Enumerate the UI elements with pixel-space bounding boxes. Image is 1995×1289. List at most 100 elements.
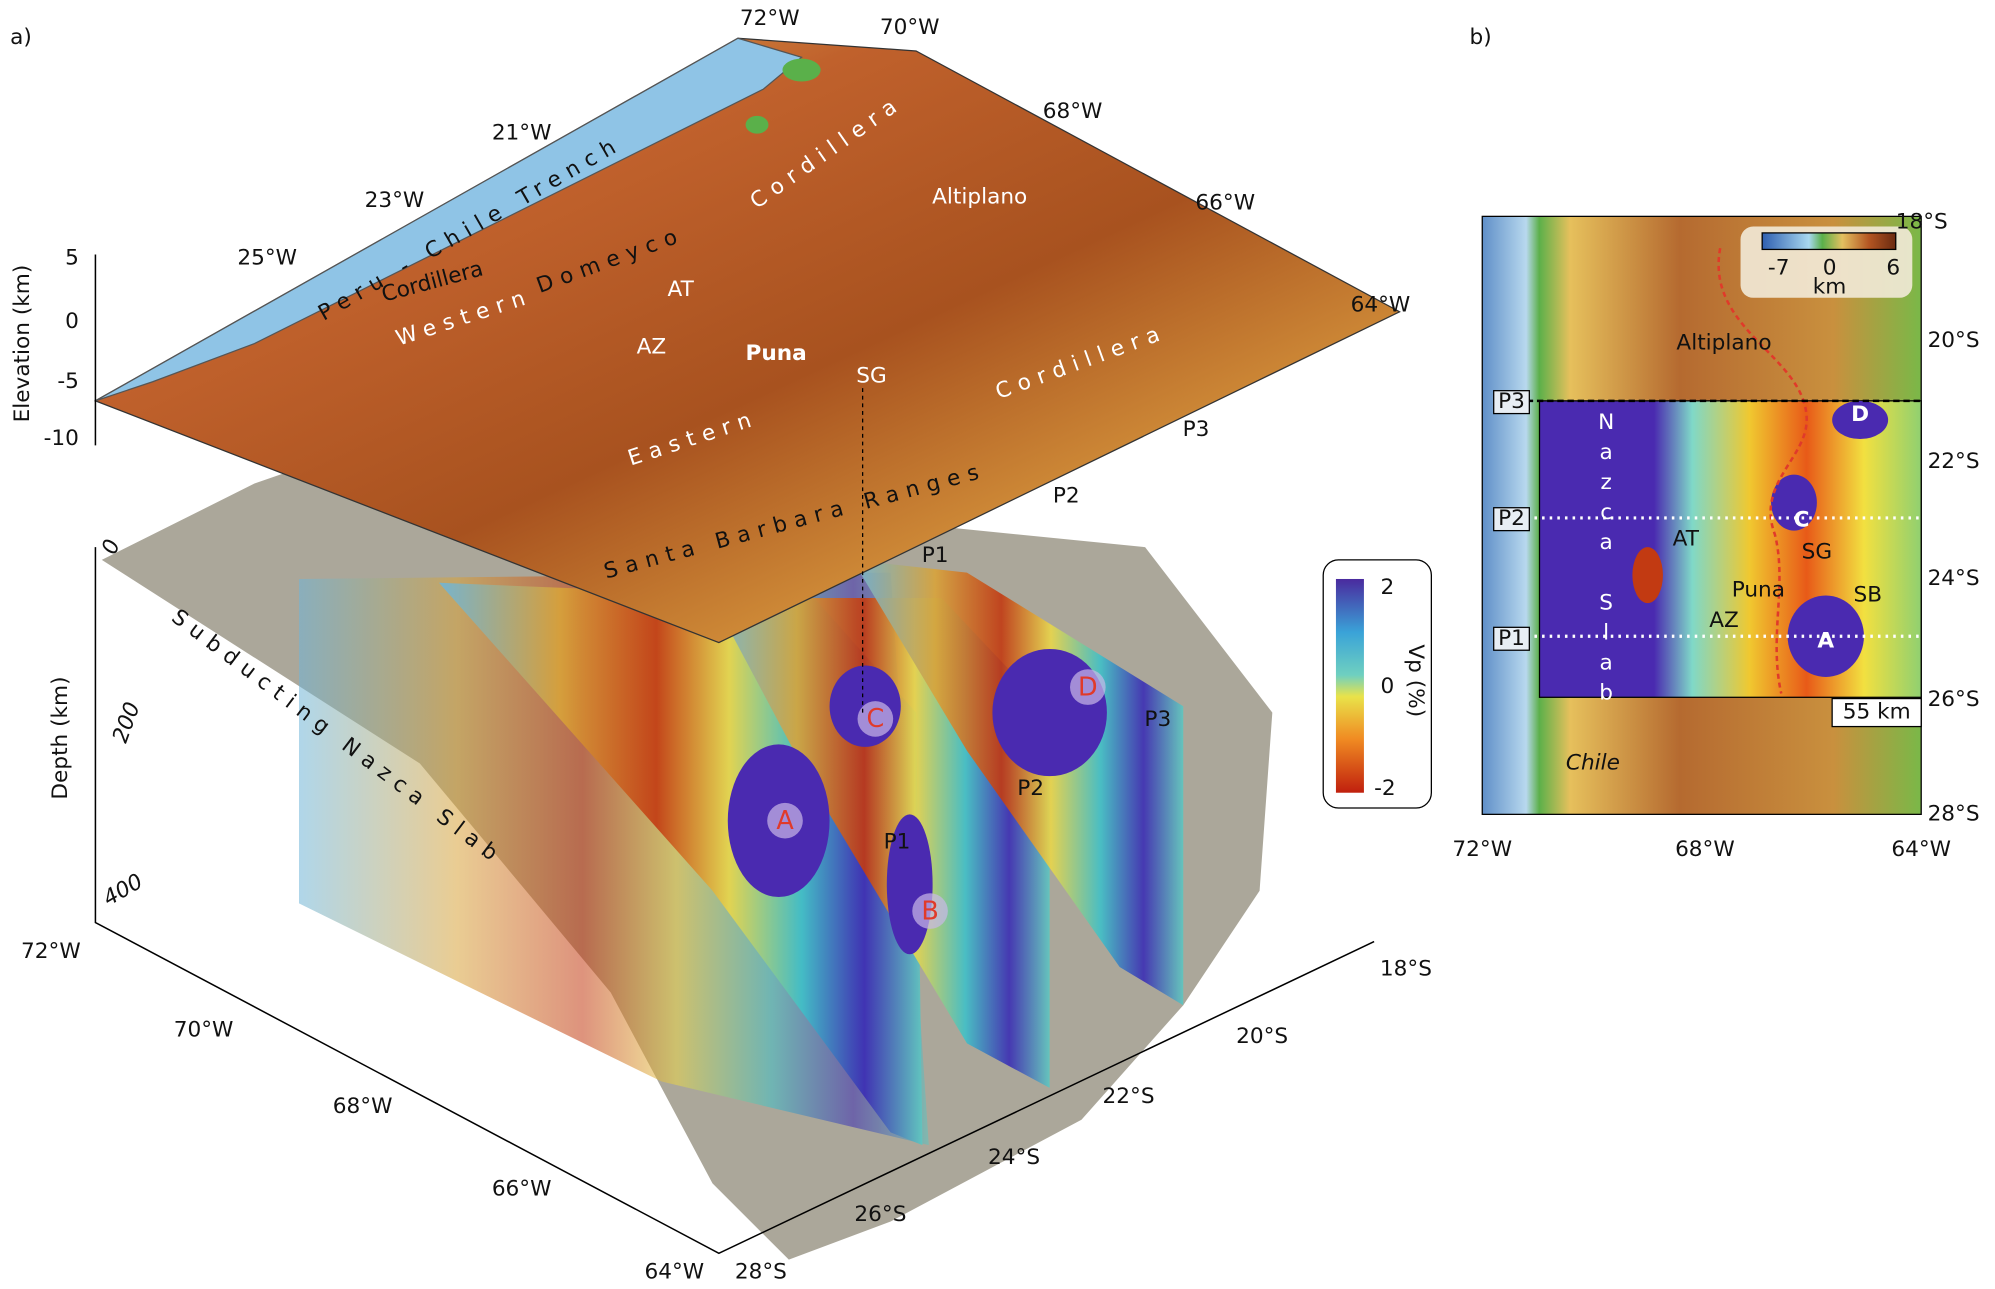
profile-tags (1493, 390, 1530, 651)
label: b) (1470, 25, 1492, 50)
label: Altiplano (1676, 331, 1771, 356)
scale-box (1831, 697, 1922, 728)
label: 70°W (880, 15, 940, 40)
colorbar (1335, 578, 1364, 793)
profile-lines (1526, 516, 1922, 638)
label: 6 (1886, 256, 1900, 281)
legend-bar (1761, 232, 1897, 251)
tag (1493, 390, 1530, 415)
label: SG (856, 364, 886, 389)
label: 0 (1380, 674, 1394, 699)
label: 22°S (1928, 449, 1980, 474)
label: P3 (1144, 707, 1171, 732)
label: A (776, 805, 794, 835)
label: D (1078, 671, 1098, 701)
label: 72°W (1452, 837, 1512, 862)
anomaly-d (992, 648, 1107, 777)
section-p3 (852, 559, 1184, 1006)
label: P2 (1053, 483, 1080, 508)
label: 21°W (492, 121, 552, 146)
depth-axis (94, 547, 1375, 1255)
label: 28°S (735, 1259, 787, 1284)
label: Puna (746, 341, 807, 366)
label: km (1813, 275, 1847, 300)
puna-boundary (1717, 247, 1808, 694)
label: 68°W (1675, 837, 1735, 862)
label: 28°S (1928, 801, 1980, 826)
label: 68°W (1043, 99, 1103, 124)
label: 68°W (333, 1094, 393, 1119)
label: 20°S (1928, 328, 1980, 353)
label: 200 (108, 699, 146, 746)
label: 70°W (174, 1018, 234, 1043)
tag (1493, 626, 1530, 651)
marker (912, 893, 948, 929)
label: SB (1853, 583, 1882, 608)
anomaly (1632, 547, 1663, 604)
green-patch (782, 58, 821, 82)
label: AT (668, 277, 695, 302)
label: B (921, 895, 938, 925)
label: AZ (1709, 608, 1739, 633)
label: 25°W (237, 245, 297, 270)
label: P1 (884, 829, 911, 854)
label: 64°W (1891, 837, 1951, 862)
label: Vp (%) (1403, 644, 1428, 717)
label: Nazca Slab (1594, 410, 1619, 711)
label: 72°W (21, 939, 81, 964)
label: Chile (1566, 750, 1620, 775)
trench (95, 37, 803, 402)
label: 400 (99, 869, 147, 911)
label: 55 km (1843, 700, 1911, 725)
label: 26°S (1928, 687, 1980, 712)
label: 72°W (740, 6, 800, 31)
label: C (1794, 507, 1810, 532)
label: 26°S (854, 1202, 906, 1227)
label: 0 (1823, 256, 1837, 281)
anomaly (1832, 400, 1889, 440)
label: -10 (44, 426, 79, 451)
label: 24°S (988, 1145, 1040, 1170)
label: 24°S (1928, 566, 1980, 591)
label: P1 (922, 543, 949, 568)
label: a) (10, 25, 32, 50)
label: C (866, 703, 884, 733)
label: P3 (1498, 389, 1525, 414)
label: D (1851, 402, 1869, 427)
label: AT (1673, 527, 1700, 552)
label: 20°S (1236, 1024, 1288, 1049)
tag (1493, 507, 1530, 532)
label: AZ (637, 334, 667, 359)
label: 66°W (1195, 191, 1255, 216)
label: Altiplano (932, 184, 1027, 209)
label: 23°W (365, 188, 425, 213)
label: 18°S (1896, 210, 1948, 235)
green-patch (745, 115, 769, 134)
label: 66°W (492, 1177, 552, 1202)
label: -2 (1374, 776, 1396, 801)
label: A (1817, 628, 1834, 653)
label: P3 (1183, 417, 1210, 442)
label: Puna (1732, 577, 1785, 602)
label: -5 (57, 369, 79, 394)
label: P2 (1498, 506, 1525, 531)
label: 0 (65, 309, 79, 334)
label: 2 (1380, 575, 1394, 600)
label: 0 (97, 536, 125, 557)
label: SG (1802, 539, 1832, 564)
marker (767, 802, 803, 839)
label: -7 (1768, 256, 1790, 281)
label: Depth (km) (48, 676, 73, 799)
label: Elevation (km) (10, 265, 35, 423)
label: P1 (1498, 626, 1525, 651)
label: 18°S (1380, 957, 1432, 982)
label: 22°S (1103, 1084, 1155, 1109)
anomaly-markers (767, 669, 1106, 929)
label: 5 (65, 245, 79, 270)
label: 64°W (1351, 292, 1411, 317)
shape (94, 254, 1375, 1255)
marker (1070, 669, 1106, 705)
anomaly (1771, 474, 1817, 531)
